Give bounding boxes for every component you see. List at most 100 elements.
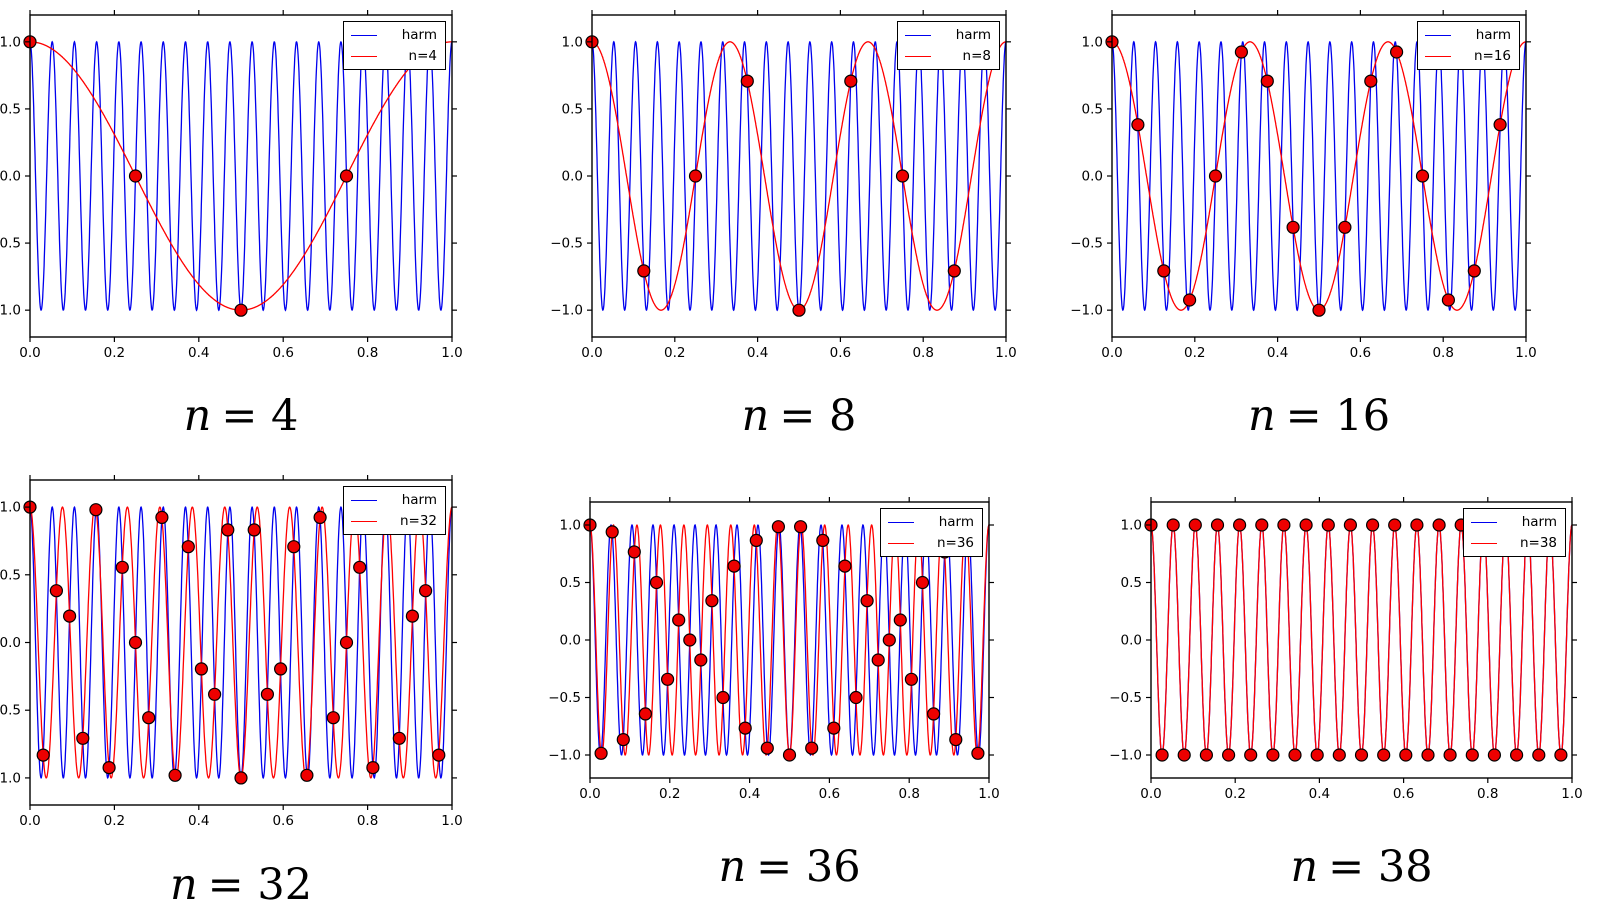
- sample-dot: [1321, 518, 1335, 532]
- sample-dot: [1286, 220, 1300, 234]
- sample-dot: [142, 711, 156, 725]
- y-tick-label: −0.5: [1109, 690, 1142, 706]
- x-tick-label: 1.0: [1515, 345, 1536, 361]
- harm-curve: [590, 523, 989, 757]
- plot-frame: [589, 501, 990, 779]
- x-tick-label: 0.0: [579, 786, 600, 802]
- harm-line-sample: [351, 34, 377, 36]
- sample-dot: [1415, 169, 1430, 183]
- y-tick-label: −0.5: [550, 236, 583, 252]
- legend-label-alias: n=32: [399, 513, 437, 529]
- y-tick-label: −0.5: [0, 703, 21, 719]
- x-tick-label: 0.6: [830, 345, 851, 361]
- tick-labels: 0.0 0.2 0.4 0.6 0.8 1.0 1.0 0.5 0.0 −0.5 −1.0: [548, 518, 1000, 803]
- legend-entry-harm: harm: [1425, 27, 1511, 43]
- x-tick-label: 0.6: [272, 345, 293, 361]
- sample-dot: [1166, 518, 1180, 532]
- sample-dot: [115, 560, 129, 574]
- sample-dot: [594, 746, 608, 760]
- sample-dot: [1208, 169, 1223, 183]
- legend-label-harm: harm: [401, 27, 437, 43]
- sample-dot: [805, 741, 819, 755]
- x-tick-label: 0.6: [272, 813, 293, 829]
- x-tick-label: 0.4: [188, 345, 209, 361]
- legend-n32: harm n=32: [343, 486, 446, 535]
- sample-dot: [274, 662, 288, 676]
- caption-n32: n = 32: [169, 860, 313, 910]
- caption-n4: n = 4: [183, 391, 299, 441]
- sample-dot: [637, 264, 651, 278]
- sample-dot: [927, 707, 941, 721]
- tick-labels: 0.0 0.2 0.4 0.6 0.8 1.0 1.0 0.5 0.0 −0.5 −1.0: [0, 500, 463, 829]
- sample-dot: [1377, 748, 1391, 762]
- x-tick-label: 0.6: [819, 786, 840, 802]
- sample-dot: [1288, 748, 1302, 762]
- x-tick-label: 0.0: [581, 345, 602, 361]
- sample-dot: [1157, 264, 1171, 278]
- harm-line-sample: [351, 499, 377, 501]
- sample-dot: [1410, 518, 1424, 532]
- sample-dot: [89, 503, 103, 517]
- sample-dot: [247, 523, 261, 537]
- sample-dot: [1188, 518, 1202, 532]
- axis-ticks: [1107, 10, 1531, 342]
- x-tick-label: 0.8: [357, 345, 378, 361]
- sample-dot: [313, 510, 327, 525]
- sample-dot: [1467, 264, 1481, 278]
- x-tick-label: 0.6: [1393, 786, 1414, 802]
- y-tick-label: −0.5: [1070, 236, 1103, 252]
- sample-dot: [838, 559, 852, 573]
- curves: [590, 523, 989, 757]
- sample-dot: [716, 690, 730, 705]
- sample-dot: [1338, 220, 1352, 234]
- sample-dot: [1312, 303, 1326, 317]
- sample-dot: [339, 169, 354, 183]
- subplot-n32: 0.0 0.2 0.4 0.6 0.8 1.0 1.0 0.5 0.0 −0.5 −1.0 harm…: [0, 475, 463, 910]
- plot-frame: [1150, 501, 1573, 779]
- x-tick-label: 0.0: [1101, 345, 1122, 361]
- sample-dot: [971, 746, 985, 760]
- tick-labels: 0.0 0.2 0.4 0.6 0.8 1.0 1.0 0.5 0.0 −0.5 −1.0: [0, 34, 463, 361]
- y-tick-label: 0.5: [562, 101, 583, 117]
- alias-line-sample: [1425, 55, 1451, 57]
- y-tick-label: 0.0: [0, 169, 21, 185]
- sample-dot: [705, 594, 719, 608]
- sample-dot: [860, 594, 874, 608]
- sample-dot: [1390, 45, 1404, 59]
- sample-dot: [915, 575, 930, 590]
- sample-dot: [794, 520, 808, 534]
- harm-line-sample: [888, 521, 914, 523]
- sample-dot: [1366, 518, 1380, 532]
- sample-dot: [1465, 748, 1479, 762]
- y-tick-label: 1.0: [0, 500, 21, 516]
- y-tick-label: −0.5: [548, 690, 581, 706]
- sample-dot: [792, 303, 806, 317]
- sample-dot: [893, 613, 907, 627]
- sample-dot: [616, 733, 630, 747]
- harm-line-sample: [905, 34, 931, 36]
- legend-entry-harm: harm: [905, 27, 991, 43]
- y-tick-label: −1.0: [0, 303, 21, 319]
- y-tick-label: 0.0: [560, 633, 581, 649]
- harm-line-sample: [1471, 521, 1497, 523]
- tick-labels: 0.0 0.2 0.4 0.6 0.8 1.0 1.0 0.5 0.0 −0.5 −1.0: [1070, 34, 1537, 361]
- axis-ticks: [587, 10, 1011, 342]
- sample-dot: [1432, 518, 1446, 532]
- sample-dot: [1364, 74, 1378, 88]
- plot-area-n16: 0.0 0.2 0.4 0.6 0.8 1.0 1.0 0.5 0.0 −0.5 −1.0 harm…: [1070, 10, 1537, 361]
- sample-dot: [1399, 748, 1413, 762]
- plot-frame: [1111, 14, 1527, 338]
- caption-n36: n = 36: [718, 842, 861, 892]
- x-tick-label: 0.8: [912, 345, 933, 361]
- sample-dot: [1532, 748, 1546, 762]
- y-tick-label: 0.5: [1082, 101, 1103, 117]
- legend-n38: harm n=38: [1463, 508, 1566, 557]
- axis-ticks: [585, 497, 994, 783]
- sample-dot: [405, 609, 419, 623]
- legend-label-alias: n=8: [962, 48, 991, 64]
- sample-dot: [947, 264, 961, 278]
- plot-canvas-n16: 0.0 0.2 0.4 0.6 0.8 1.0 1.0 0.5 0.0 −0.5 −1.0: [1070, 10, 1537, 361]
- legend-entry-alias: n=38: [1471, 535, 1557, 551]
- sample-dots: [1105, 35, 1507, 317]
- x-tick-label: 1.0: [978, 786, 999, 802]
